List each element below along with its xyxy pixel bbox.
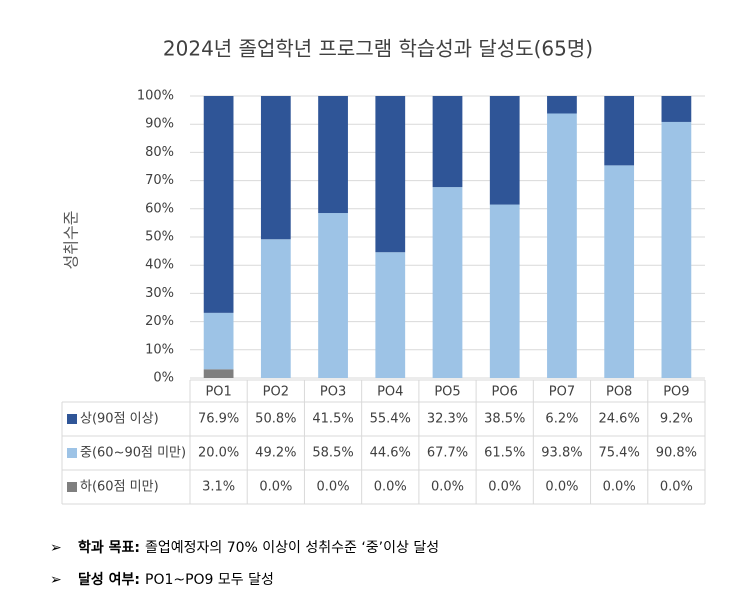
- bar-segment: [260, 239, 291, 378]
- bar-segment: [203, 312, 234, 370]
- y-axis-label: 성취수준: [62, 211, 81, 270]
- data-label: 3.1%: [202, 480, 235, 495]
- bar-segment: [318, 96, 348, 214]
- bar-segment: [604, 96, 635, 166]
- legend-label: 하(60점 미만): [80, 480, 159, 495]
- y-tick-label: 20%: [145, 314, 174, 329]
- note-text: PO1~PO9 모두 달성: [145, 572, 274, 588]
- bar-segment: [432, 187, 463, 378]
- legend-label: 중(60~90점 미만): [80, 446, 186, 461]
- x-tick-label: PO1: [205, 385, 231, 400]
- data-label: 0.0%: [374, 480, 407, 495]
- data-label: 90.8%: [656, 446, 697, 461]
- data-label: 38.5%: [484, 412, 525, 427]
- note: 학과 목표: 졸업예정자의 70% 이상이 성취수준 ‘중’이상 달성: [78, 540, 439, 556]
- x-tick-label: PO6: [492, 385, 518, 400]
- data-label: 0.0%: [317, 480, 350, 495]
- y-tick-label: 0%: [153, 371, 174, 386]
- data-label: 58.5%: [312, 446, 353, 461]
- data-label: 6.2%: [545, 412, 578, 427]
- bar-segment: [203, 96, 234, 313]
- x-tick-label: PO8: [606, 385, 632, 400]
- data-label: 0.0%: [488, 480, 521, 495]
- x-tick-label: PO3: [320, 385, 346, 400]
- y-tick-label: 90%: [145, 117, 174, 132]
- bar-segment: [375, 96, 406, 253]
- notes: ➢ ➢ 학과 목표: 졸업예정자의 70% 이상이 성취수준 ‘중’이상 달성달성…: [50, 540, 439, 588]
- data-label: 0.0%: [603, 480, 636, 495]
- bar-segment: [661, 96, 692, 122]
- bullet: ➢: [50, 572, 62, 588]
- bar-segment: [661, 121, 692, 378]
- data-label: 20.0%: [198, 446, 239, 461]
- bar-segment: [260, 96, 291, 240]
- data-label: 61.5%: [484, 446, 525, 461]
- y-tick-label: 10%: [145, 342, 174, 357]
- x-tick-label: PO5: [434, 385, 460, 400]
- y-tick-label: 40%: [145, 258, 174, 273]
- y-tick-label: 30%: [145, 286, 174, 301]
- data-label: 0.0%: [431, 480, 464, 495]
- data-label: 24.6%: [599, 412, 640, 427]
- legend-swatch: [67, 414, 77, 424]
- note-text: 졸업예정자의 70% 이상이 성취수준 ‘중’이상 달성: [145, 540, 439, 556]
- data-label: 0.0%: [545, 480, 578, 495]
- data-label: 55.4%: [370, 412, 411, 427]
- note-label: 달성 여부:: [78, 571, 140, 588]
- bar-segment: [489, 96, 520, 205]
- bar-segment: [547, 113, 577, 378]
- y-tick-label: 100%: [137, 89, 174, 104]
- data-label: 50.8%: [255, 412, 296, 427]
- x-tick-label: PO9: [663, 385, 689, 400]
- data-label: 76.9%: [198, 412, 239, 427]
- y-tick-label: 80%: [145, 145, 174, 160]
- legend-swatch: [67, 448, 77, 458]
- y-tick-label: 70%: [145, 173, 174, 188]
- legend-swatch: [67, 482, 77, 492]
- y-tick-label: 50%: [145, 230, 174, 245]
- x-tick-label: PO2: [263, 385, 289, 400]
- bar-segment: [489, 204, 520, 378]
- bar-segment: [203, 369, 234, 378]
- data-label: 32.3%: [427, 412, 468, 427]
- bar-segment: [604, 165, 635, 378]
- data-label: 0.0%: [660, 480, 693, 495]
- note: 달성 여부: PO1~PO9 모두 달성: [78, 571, 274, 588]
- x-tick-label: PO7: [549, 385, 575, 400]
- x-tick-label: PO4: [377, 385, 403, 400]
- data-label: 9.2%: [660, 412, 693, 427]
- bar-segment: [318, 213, 348, 378]
- bar-segment: [432, 96, 463, 188]
- bar-segment: [547, 96, 577, 114]
- data-label: 67.7%: [427, 446, 468, 461]
- data-label: 93.8%: [541, 446, 582, 461]
- legend-label: 상(90점 이상): [80, 412, 159, 427]
- bullet: ➢: [50, 540, 62, 556]
- data-label: 75.4%: [599, 446, 640, 461]
- data-label: 44.6%: [370, 446, 411, 461]
- chart-title: 2024년 졸업학년 프로그램 학습성과 달성도(65명): [163, 37, 593, 61]
- data-label: 0.0%: [259, 480, 292, 495]
- y-tick-label: 60%: [145, 201, 174, 216]
- bar-segment: [375, 252, 406, 378]
- data-label: 49.2%: [255, 446, 296, 461]
- note-label: 학과 목표:: [78, 540, 140, 556]
- data-label: 41.5%: [312, 412, 353, 427]
